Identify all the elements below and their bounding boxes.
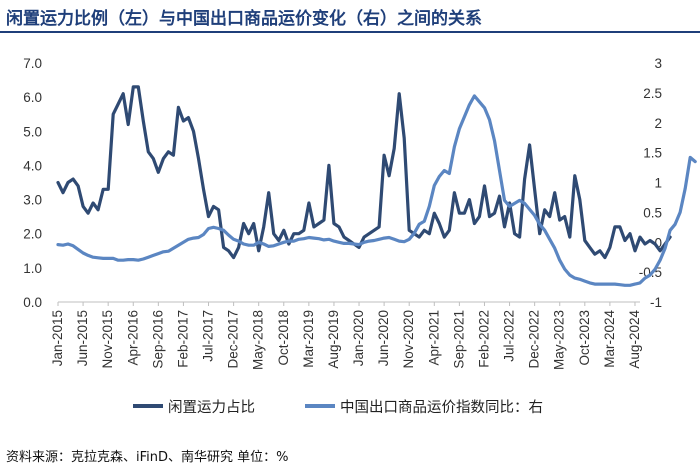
left-axis-tick-label: 7.0 (23, 56, 42, 71)
right-axis-tick-label: 0.5 (643, 205, 662, 220)
x-axis-tick-label: Oct-2023 (577, 310, 592, 366)
x-axis-tick-label: Aug-2019 (326, 310, 341, 369)
x-axis-tick-label: Sep-2016 (150, 310, 165, 369)
x-axis-tick-label: Feb-2017 (175, 310, 190, 368)
x-axis-tick-label: Jun-2020 (376, 310, 391, 366)
x-axis-tick-label: Nov-2020 (401, 310, 416, 369)
left-axis-tick-label: 6.0 (23, 90, 42, 105)
x-axis-tick-label: Jul-2017 (201, 310, 216, 362)
x-axis-tick-label: Oct-2018 (276, 310, 291, 366)
left-axis-tick-label: 2.0 (23, 227, 42, 242)
legend-label-idle-capacity: 闲置运力占比 (168, 399, 255, 416)
x-axis-labels: Jan-2015 Jun-2015 Nov-2015 Apr-2016 Sep-2016… (50, 302, 642, 370)
right-axis-tick-label: 2 (654, 116, 662, 131)
left-axis-tick-label: 4.0 (23, 158, 42, 173)
x-axis-tick-label: Apr-2021 (426, 310, 441, 366)
right-axis-labels: -1-0.500.511.522.53 (639, 56, 662, 310)
right-axis-tick-label: 0 (654, 235, 662, 250)
right-axis-tick-label: 3 (654, 56, 662, 71)
x-axis-tick-label: Nov-2015 (100, 310, 115, 369)
legend: 闲置运力占比 中国出口商品运价指数同比：右 (133, 399, 543, 416)
x-axis-tick-label: Jul-2022 (502, 310, 517, 362)
left-axis-tick-label: 5.0 (23, 124, 42, 139)
x-axis-tick-label: Jan-2020 (351, 310, 366, 366)
chart-title: 闲置运力比例（左）与中国出口商品运价变化（右）之间的关系 (6, 9, 482, 29)
left-axis-labels: 0.0 1.0 2.0 3.0 4.0 5.0 6.0 7.0 (23, 56, 42, 310)
x-axis-tick-label: Feb-2022 (476, 310, 491, 368)
x-axis-tick-label: Aug-2024 (627, 310, 642, 369)
series-lines (56, 85, 697, 287)
series-line-freight-index (56, 94, 697, 287)
x-axis-tick-label: Jun-2015 (75, 310, 90, 366)
x-axis-tick-label: Dec-2017 (226, 310, 241, 369)
right-axis-tick-label: -1 (650, 295, 662, 310)
x-axis-tick-label: May-2018 (251, 310, 266, 370)
left-axis-tick-label: 1.0 (23, 261, 42, 276)
x-axis-tick-label: May-2023 (552, 310, 567, 370)
x-axis-tick-label: Mar-2019 (301, 310, 316, 368)
x-axis-tick-label: Apr-2016 (125, 310, 140, 366)
legend-label-freight-index: 中国出口商品运价指数同比：右 (340, 399, 543, 416)
source-note: 资料来源：克拉克森、iFinD、南华研究 单位：% (6, 450, 289, 465)
title-divider (0, 31, 700, 33)
right-axis-tick-label: 1 (654, 176, 662, 191)
right-axis-tick-label: 2.5 (643, 86, 662, 101)
x-axis-tick-label: Dec-2022 (527, 310, 542, 369)
right-axis-tick-label: 1.5 (643, 146, 662, 161)
left-axis-tick-label: 3.0 (23, 193, 42, 208)
x-axis-tick-label: Jan-2015 (50, 310, 65, 366)
x-axis-tick-label: Sep-2021 (451, 310, 466, 369)
x-axis-tick-label: Mar-2024 (602, 310, 617, 368)
series-line-idle-capacity (56, 85, 672, 260)
left-axis-tick-label: 0.0 (23, 295, 42, 310)
